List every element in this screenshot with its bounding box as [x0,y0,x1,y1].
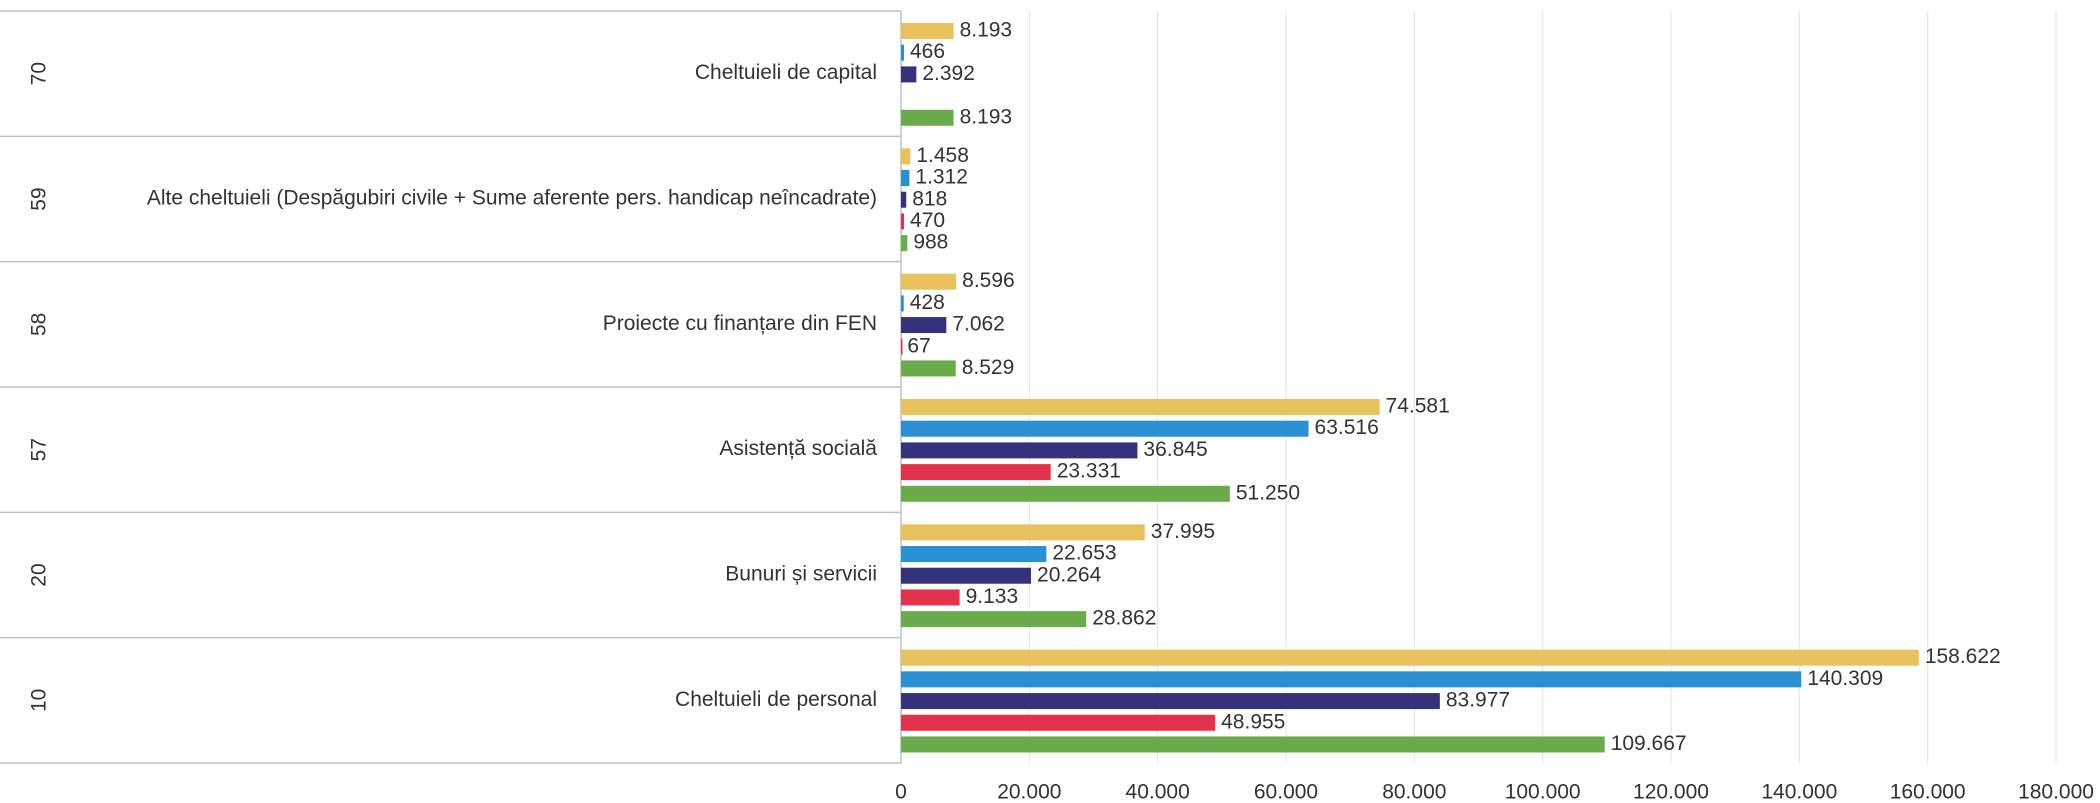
row-code: 58 [28,313,51,336]
x-tick-label: 100.000 [1505,781,1581,803]
bar [901,714,1216,731]
value-label: 67 [907,334,930,357]
bar [901,191,907,208]
value-label: 23.331 [1057,460,1121,483]
bar [901,485,1230,502]
value-label: 9.133 [966,585,1019,608]
value-label: 36.845 [1143,438,1207,461]
row-code: 59 [28,187,51,210]
bar [901,213,905,230]
value-label: 988 [913,231,948,254]
value-label: 466 [910,40,945,63]
value-label: 158.622 [1925,645,2001,668]
bar [901,649,1919,666]
bar [901,524,1145,541]
bar [901,66,917,83]
x-tick-label: 180.000 [2018,781,2094,803]
value-label: 140.309 [1807,667,1883,690]
value-label: 1.458 [916,144,969,167]
bar [901,295,904,312]
value-label: 22.653 [1052,542,1116,565]
category-label: Asistență socială [719,437,877,460]
value-label: 1.312 [915,166,968,189]
value-label: 48.955 [1221,710,1285,733]
bar [901,671,1802,688]
bar [901,360,956,377]
value-label: 8.193 [960,19,1013,42]
value-label: 83.977 [1446,689,1510,712]
category-label: Bunuri și servicii [725,563,877,586]
value-label: 7.062 [952,313,1005,336]
row-code: 57 [28,438,51,461]
bar [901,273,957,290]
x-tick-label: 20.000 [997,781,1061,803]
bar [901,170,910,187]
value-label: 2.392 [922,62,975,85]
bar [901,420,1309,437]
bar [901,464,1051,481]
x-tick-label: 160.000 [1890,781,1966,803]
value-label: 8.596 [962,269,1015,292]
bar [901,148,911,165]
x-tick-label: 60.000 [1254,781,1318,803]
bar [901,546,1047,563]
x-tick-label: 140.000 [1761,781,1837,803]
value-label: 37.995 [1151,520,1215,543]
row-code: 10 [28,689,51,712]
category-label: Cheltuieli de personal [675,688,877,711]
x-tick-label: 80.000 [1382,781,1446,803]
row-code: 70 [28,62,51,85]
bar [901,23,954,39]
x-tick-label: 40.000 [1126,781,1190,803]
category-label: Alte cheltuieli (Despăgubiri civile + Su… [147,187,877,210]
bar [901,736,1605,753]
value-label: 20.264 [1037,563,1102,586]
bar [901,44,904,61]
value-label: 63.516 [1315,416,1379,439]
value-label: 28.862 [1092,607,1156,630]
x-tick-label: 120.000 [1633,781,1709,803]
bar [901,235,908,252]
x-tick-label: 0 [895,781,907,803]
bar [901,693,1440,710]
bar [901,338,903,355]
value-label: 109.667 [1611,732,1687,755]
bar [901,611,1087,628]
row-code: 20 [28,563,51,586]
value-label: 818 [912,187,947,210]
value-label: 470 [910,209,945,232]
value-label: 428 [910,291,945,314]
category-label: Proiecte cu finanțare din FEN [603,312,877,335]
value-label: 8.529 [962,356,1015,379]
value-label: 8.193 [960,105,1013,128]
bar [901,567,1032,584]
bar [901,399,1380,415]
value-label: 51.250 [1236,481,1300,504]
bar [901,109,954,126]
bar [901,317,947,334]
category-label: Cheltuieli de capital [695,61,877,84]
value-label: 74.581 [1386,395,1450,418]
bar [901,589,960,606]
bar [901,442,1138,459]
